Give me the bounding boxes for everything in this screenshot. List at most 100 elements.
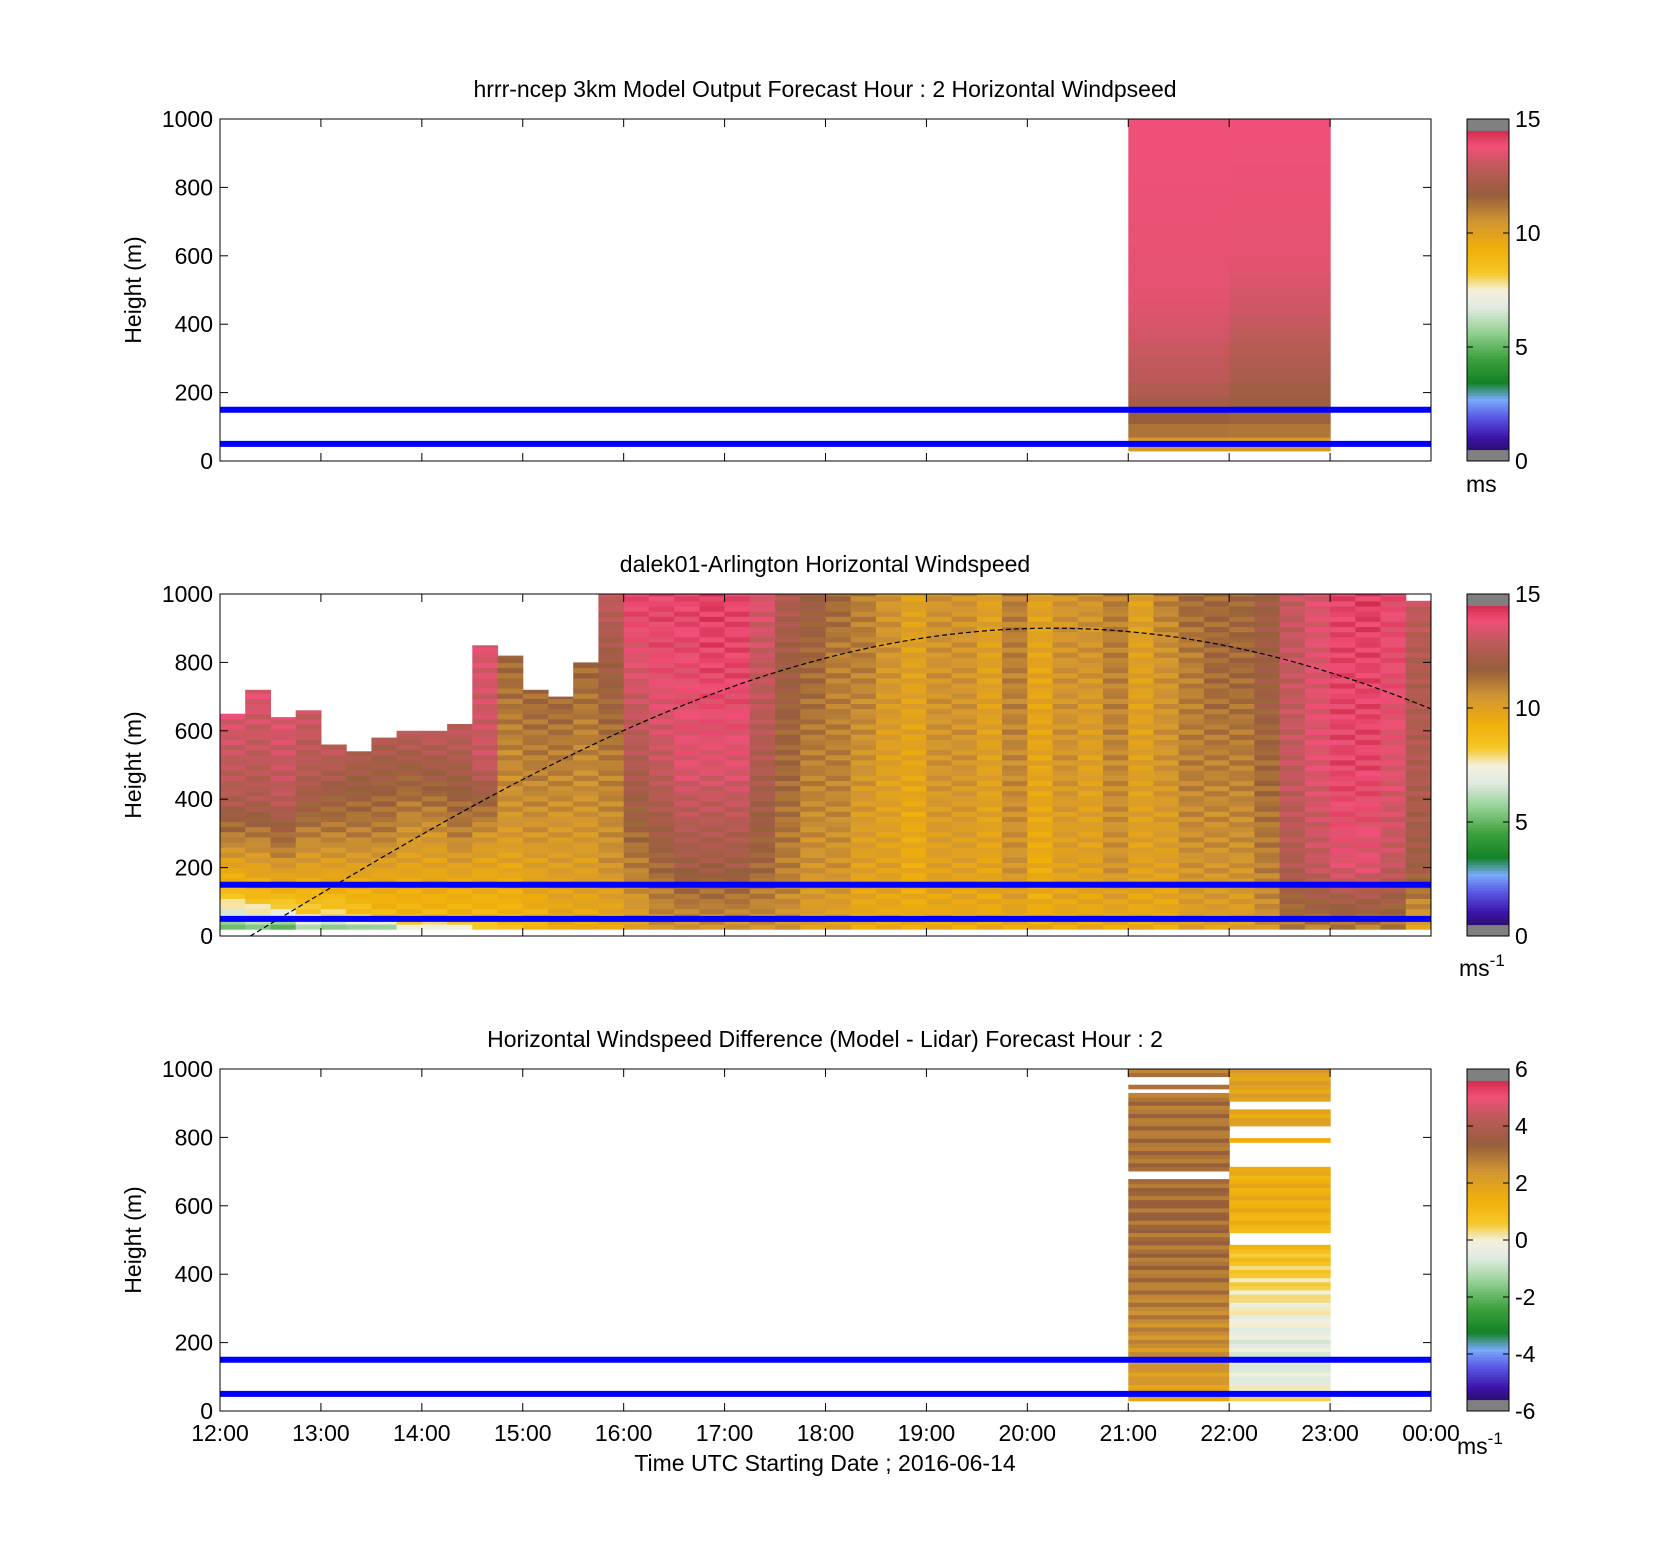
heatmap-cell [1077, 611, 1104, 617]
heatmap-cell [573, 924, 599, 930]
heatmap-cell [1052, 718, 1079, 725]
heatmap-cell [674, 631, 700, 638]
colorbar-swatch [1467, 1348, 1509, 1352]
heatmap-cell [951, 616, 978, 622]
heatmap-cell [648, 872, 675, 879]
heatmap-cell [800, 770, 827, 776]
colorbar-swatch [1467, 426, 1509, 431]
colorbar-swatch [1467, 799, 1509, 803]
heatmap-cell [1103, 616, 1129, 622]
y-tick-label: 1000 [162, 1056, 213, 1082]
heatmap-cell [926, 847, 953, 853]
heatmap-cell [421, 842, 448, 848]
heatmap-cell [648, 657, 675, 663]
heatmap-cell [876, 718, 902, 725]
colorbar-swatch [1467, 1316, 1509, 1321]
heatmap-cell [1254, 652, 1281, 658]
heatmap-cell [320, 842, 347, 848]
heatmap-cell [825, 811, 852, 817]
heatmap-cell [1027, 734, 1054, 740]
heatmap-cell [548, 811, 574, 817]
colorbar-swatch [1467, 141, 1509, 146]
heatmap-cell [674, 759, 700, 766]
heatmap-cell [850, 877, 877, 884]
heatmap-cell [800, 872, 827, 879]
heatmap-cell [724, 688, 751, 694]
colorbar-swatch [1467, 839, 1509, 843]
heatmap-cell [749, 800, 776, 807]
heatmap-cell [1178, 800, 1205, 807]
heatmap-cell [1128, 595, 1155, 602]
heatmap-cell [749, 594, 776, 597]
heatmap-cell [1229, 857, 1255, 863]
heatmap-cell [825, 734, 852, 740]
heatmap-cell [320, 903, 347, 910]
heatmap-cell [1229, 765, 1255, 771]
heatmap-cell [1103, 893, 1129, 899]
colorbar-swatch [1467, 859, 1509, 863]
heatmap-cell [320, 759, 347, 766]
heatmap-cell [1229, 826, 1255, 833]
heatmap-cell [800, 821, 827, 828]
heatmap-cell [699, 908, 726, 915]
heatmap-cell [497, 800, 524, 807]
colorbar-swatch [1467, 324, 1509, 328]
heatmap-cell [825, 595, 852, 602]
heatmap-cell [1128, 688, 1155, 694]
heatmap-cell [850, 780, 877, 787]
colorbar-swatch [1467, 1157, 1509, 1161]
heatmap-cell [648, 775, 675, 781]
heatmap-cell [1027, 847, 1054, 853]
heatmap-cell [724, 790, 751, 797]
heatmap-cell [674, 898, 700, 905]
colorbar-swatch [1467, 619, 1509, 623]
heatmap-cell [421, 872, 448, 879]
colorbar-swatch [1467, 622, 1509, 626]
heatmap-cell [220, 729, 246, 735]
colorbar-swatch [1467, 1339, 1509, 1344]
colorbar-swatch [1467, 1254, 1509, 1258]
colorbar-swatch [1467, 398, 1509, 402]
heatmap-cell [825, 682, 852, 689]
colorbar-swatch [1467, 602, 1509, 606]
heatmap-cell [1128, 754, 1155, 761]
heatmap-cell [926, 713, 953, 720]
heatmap-cell [1380, 672, 1407, 679]
heatmap-cell [976, 600, 1003, 607]
heatmap-cell [926, 749, 953, 756]
heatmap-cell [1052, 785, 1079, 792]
heatmap-cell [724, 657, 751, 663]
heatmap-cell [270, 924, 297, 930]
heatmap-cell [724, 744, 751, 751]
heatmap-cell [724, 811, 751, 817]
heatmap-cell [472, 754, 499, 761]
colorbar-swatch [1467, 759, 1509, 763]
heatmap-cell [850, 652, 877, 658]
heatmap-cell [396, 908, 423, 915]
heatmap-cell [699, 652, 726, 658]
heatmap-cell [1229, 1113, 1331, 1119]
heatmap-cell [1027, 600, 1054, 607]
heatmap-cell [1103, 744, 1129, 751]
heatmap-cell [674, 647, 700, 653]
heatmap-cell [1077, 749, 1104, 756]
heatmap-cell [1128, 708, 1155, 715]
heatmap-cell [1380, 877, 1407, 884]
colorbar-swatch [1467, 893, 1509, 897]
heatmap-cell [1128, 847, 1155, 853]
heatmap-cell [1203, 847, 1230, 853]
heatmap-cell [775, 682, 801, 689]
heatmap-cell [1330, 600, 1356, 607]
heatmap-cell [548, 893, 574, 899]
heatmap-cell [825, 641, 852, 648]
heatmap-cell [598, 924, 625, 930]
colorbar-swatch [1467, 1069, 1509, 1073]
heatmap-cell [220, 908, 246, 915]
heatmap-cell [926, 662, 953, 669]
heatmap-cell [1279, 836, 1306, 843]
heatmap-cell [270, 744, 297, 751]
heatmap-cell [371, 821, 398, 828]
heatmap-cell [1153, 800, 1180, 807]
